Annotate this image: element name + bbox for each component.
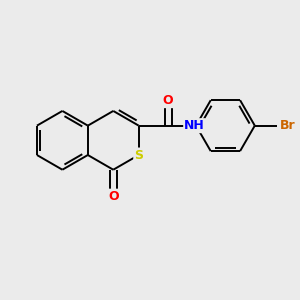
Text: O: O bbox=[163, 94, 173, 107]
Text: Br: Br bbox=[280, 119, 296, 132]
Text: O: O bbox=[108, 190, 119, 203]
Text: S: S bbox=[134, 148, 143, 161]
Text: NH: NH bbox=[184, 119, 205, 132]
